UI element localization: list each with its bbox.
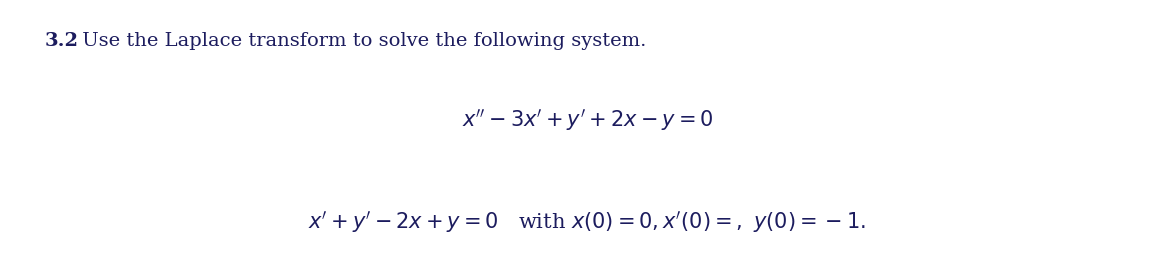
Text: $x' + y' - 2x + y = 0$   with $x(0) = 0, x'(0) =,\ y(0) = -1.$: $x' + y' - 2x + y = 0$ with $x(0) = 0, x… bbox=[309, 209, 866, 235]
Text: 3.2: 3.2 bbox=[45, 32, 79, 50]
Text: $x'' - 3x' + y' + 2x - y = 0$: $x'' - 3x' + y' + 2x - y = 0$ bbox=[462, 107, 713, 133]
Text: Use the Laplace transform to solve the following system.: Use the Laplace transform to solve the f… bbox=[76, 32, 646, 50]
